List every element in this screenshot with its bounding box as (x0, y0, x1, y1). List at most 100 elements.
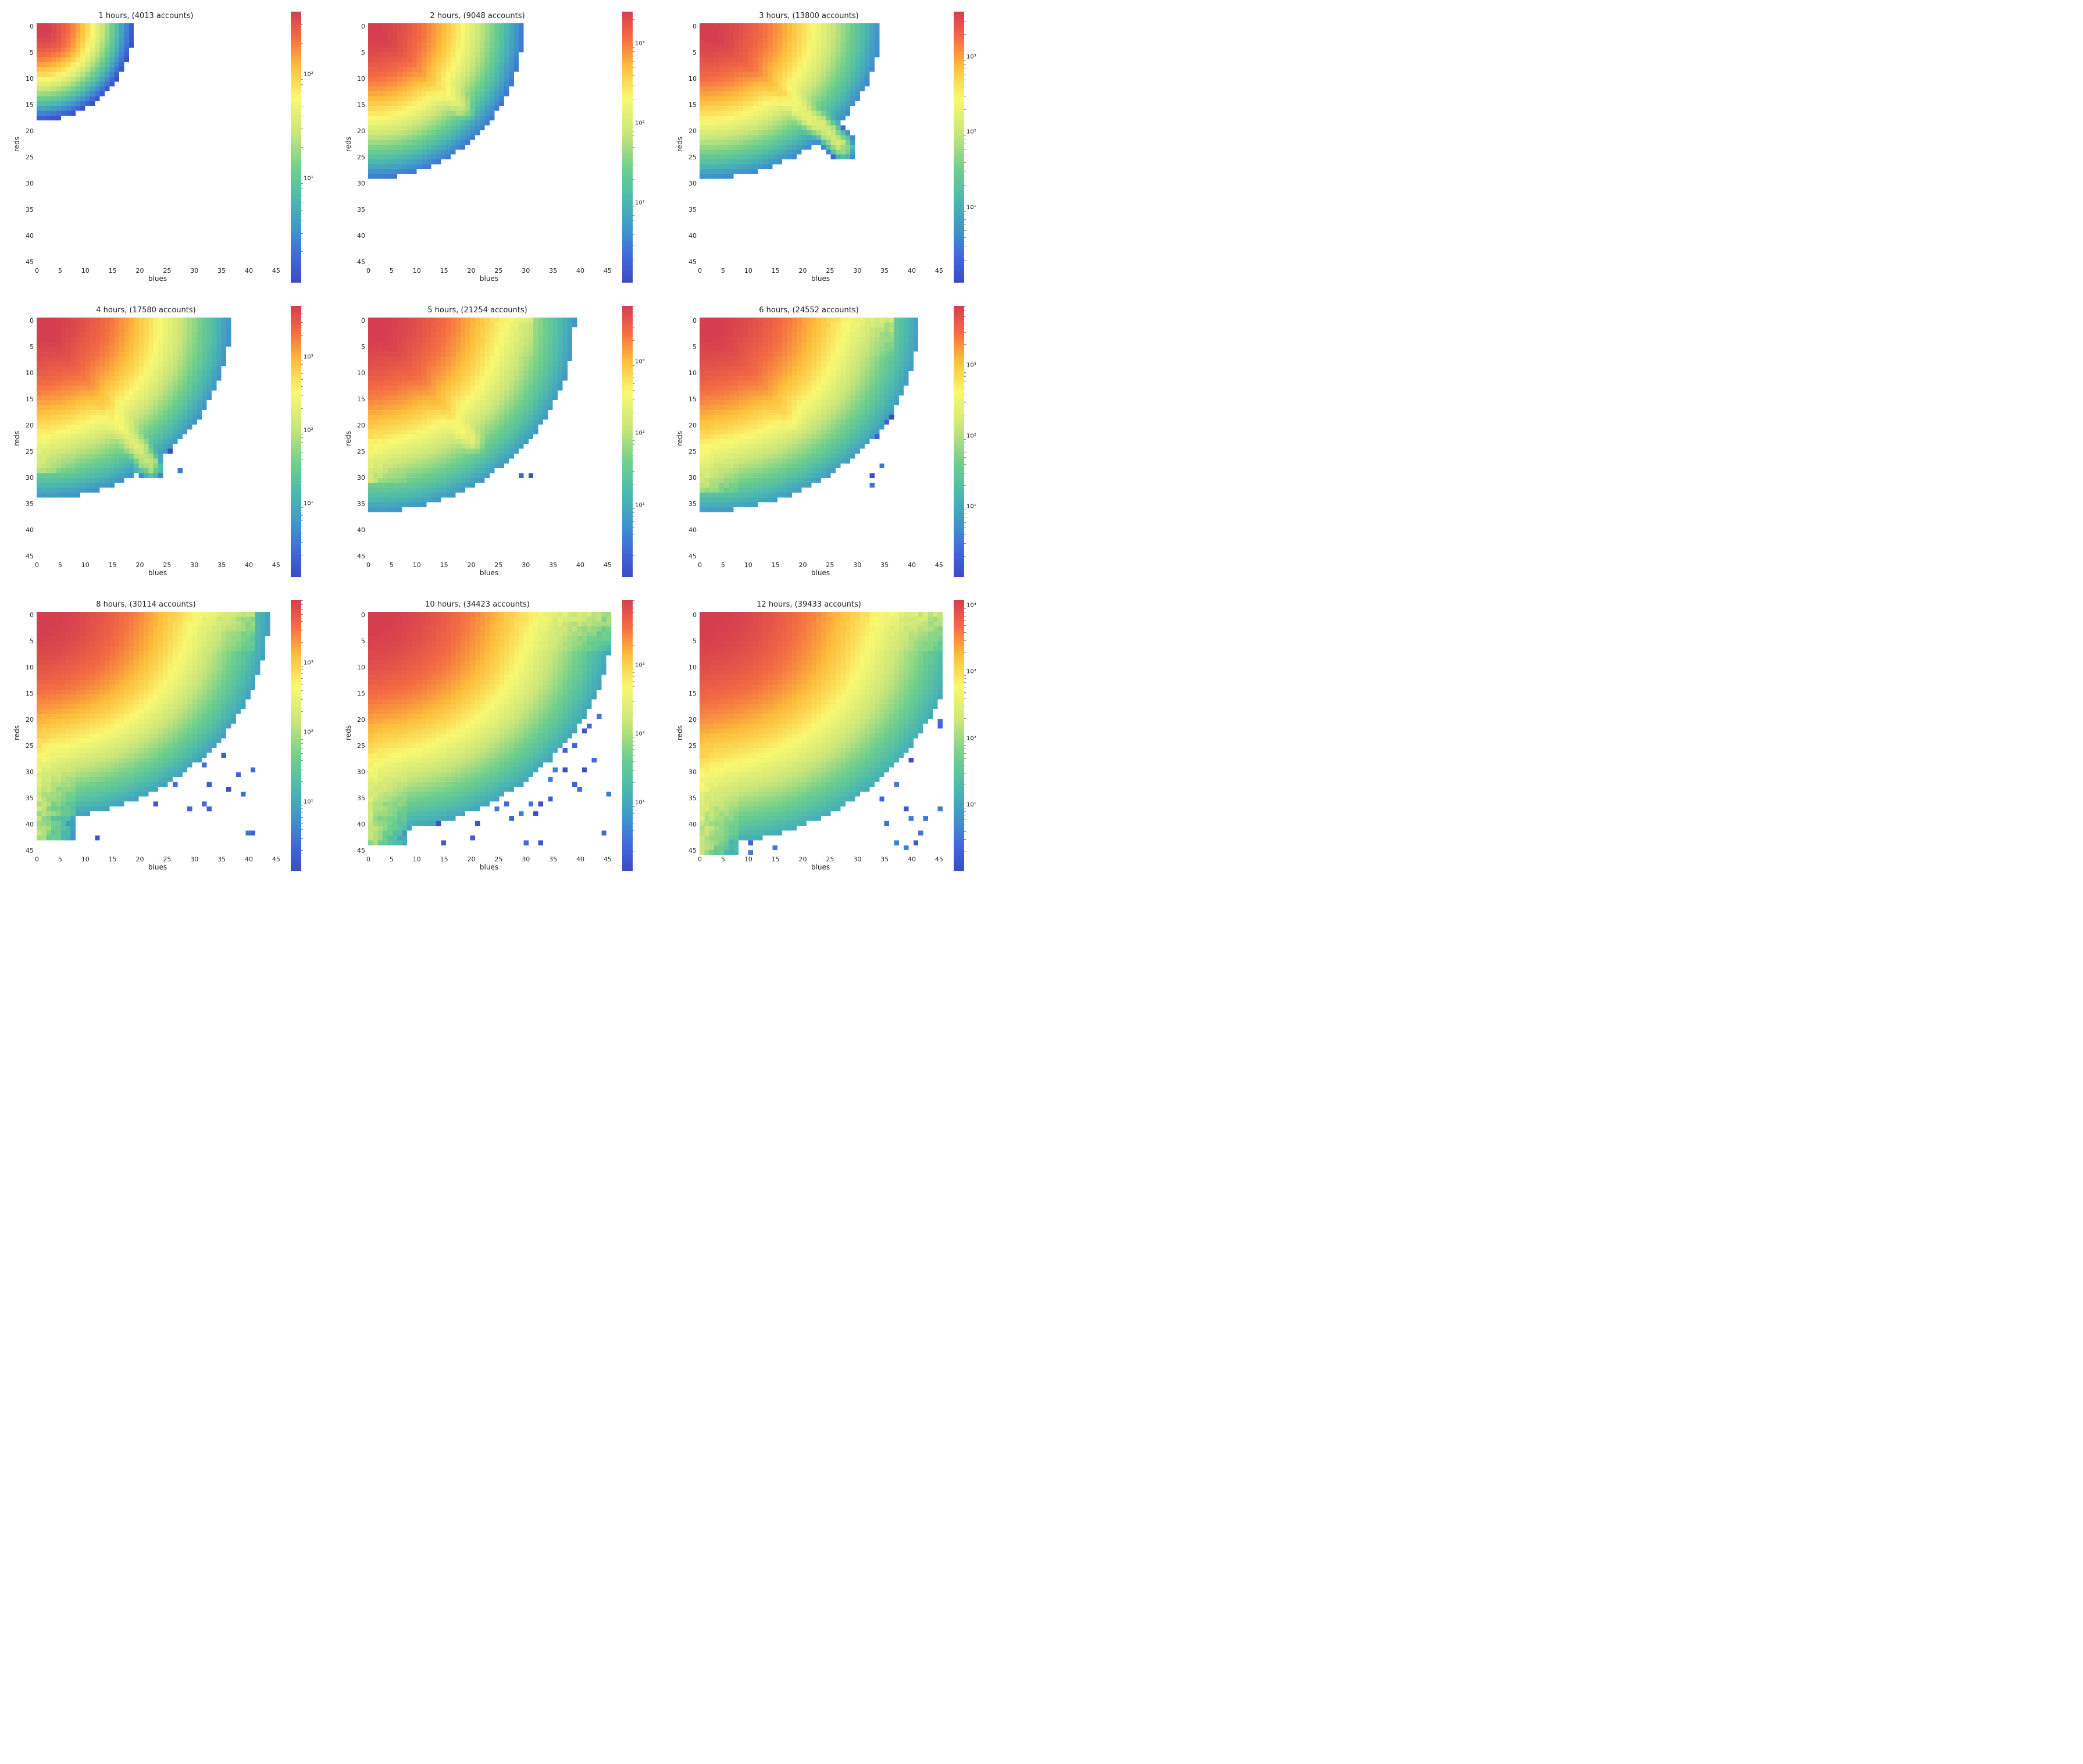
x-tick: 40 (908, 856, 916, 863)
y-tick: 10 (22, 664, 34, 671)
colorbar-ticks: 10¹10²10³ (964, 12, 989, 283)
y-tick: 20 (685, 716, 697, 724)
y-tick: 35 (685, 794, 697, 802)
y-tick: 35 (22, 794, 34, 802)
colorbar-ticks: 10¹10²10³10⁴ (964, 600, 989, 871)
x-tick: 45 (272, 856, 280, 863)
colorbar-tick: 10¹ (635, 199, 645, 206)
colorbar: 10¹10²10³ (954, 306, 989, 577)
y-tick: 5 (22, 637, 34, 645)
x-tick: 5 (721, 561, 725, 569)
colorbar-tick: 10¹ (304, 799, 313, 805)
y-tick: 0 (22, 23, 34, 30)
y-tick: 0 (685, 317, 697, 325)
x-tick: 35 (217, 267, 226, 275)
y-tick: 35 (22, 206, 34, 213)
x-tick: 20 (799, 561, 807, 569)
x-tick: 15 (440, 561, 448, 569)
heatmap-canvas (699, 611, 943, 856)
y-tick: 20 (22, 127, 34, 135)
x-tick: 25 (826, 267, 834, 275)
heatmap-canvas (36, 317, 280, 561)
panel-title: 8 hours, (30114 accounts) (12, 600, 280, 609)
x-axis-label: blues (698, 275, 943, 283)
y-tick: 5 (685, 49, 697, 56)
x-tick: 45 (935, 561, 943, 569)
y-tick: 40 (22, 232, 34, 240)
y-tick: 0 (354, 23, 365, 30)
y-tick: 15 (354, 690, 365, 697)
x-tick: 45 (604, 856, 612, 863)
colorbar-ticks: 10¹10²10³ (633, 306, 657, 577)
y-tick: 25 (22, 742, 34, 750)
x-tick: 5 (58, 561, 62, 569)
y-tick: 45 (685, 258, 697, 266)
x-tick: 25 (494, 561, 502, 569)
colorbar-tick: 10³ (304, 660, 313, 666)
y-tick: 25 (685, 448, 697, 455)
y-tick: 25 (354, 448, 365, 455)
y-tick: 25 (22, 154, 34, 161)
colorbar-gradient (954, 600, 964, 871)
y-axis-label: reds (12, 137, 22, 152)
x-tick: 0 (698, 267, 702, 275)
x-tick: 30 (522, 856, 530, 863)
x-tick: 25 (163, 856, 171, 863)
y-tick: 10 (685, 369, 697, 377)
x-tick: 30 (190, 856, 198, 863)
x-tick: 10 (81, 561, 90, 569)
x-tick: 15 (440, 856, 448, 863)
x-tick: 0 (366, 561, 370, 569)
y-tick: 0 (354, 317, 365, 325)
colorbar-tick: 10² (304, 427, 313, 434)
colorbar-tick: 10² (635, 731, 645, 737)
colorbar-tick: 10³ (635, 40, 645, 47)
y-tick: 5 (685, 343, 697, 351)
x-tick: 10 (744, 267, 752, 275)
heatmap-panel: 8 hours, (30114 accounts)reds05101520253… (12, 600, 326, 871)
colorbar-tick: 10² (966, 129, 976, 136)
x-axis-label: blues (698, 863, 943, 871)
panel-title: 3 hours, (13800 accounts) (675, 12, 943, 20)
colorbar-ticks: 10¹10²10³ (301, 600, 326, 871)
x-tick: 45 (272, 561, 280, 569)
colorbar-tick: 10¹ (635, 502, 645, 508)
x-tick: 35 (880, 267, 889, 275)
x-tick: 20 (468, 561, 476, 569)
colorbar-tick: 10¹ (966, 503, 976, 509)
y-tick: 45 (685, 553, 697, 560)
x-axis-ticks: 051015202530354045 (366, 266, 612, 275)
y-axis-label: reds (675, 431, 685, 446)
heatmap-panel: 1 hours, (4013 accounts)reds051015202530… (12, 12, 326, 283)
y-tick: 10 (685, 664, 697, 671)
y-tick: 40 (685, 232, 697, 240)
x-tick: 5 (390, 561, 394, 569)
y-axis-ticks: 051015202530354045 (685, 317, 699, 560)
x-axis-label: blues (366, 275, 612, 283)
x-tick: 25 (494, 267, 502, 275)
x-tick: 20 (136, 561, 144, 569)
colorbar-tick: 10⁴ (966, 603, 976, 609)
x-tick: 35 (880, 561, 889, 569)
colorbar-gradient (291, 600, 301, 871)
x-tick: 45 (935, 856, 943, 863)
y-tick: 30 (354, 180, 365, 187)
x-tick: 40 (908, 267, 916, 275)
y-tick: 10 (354, 369, 365, 377)
colorbar-tick: 10³ (966, 362, 976, 369)
colorbar-tick: 10¹ (304, 175, 313, 181)
x-axis-label: blues (35, 863, 280, 871)
colorbar: 10¹10²10³ (954, 12, 989, 283)
y-tick: 0 (354, 611, 365, 619)
heatmap-canvas (36, 23, 280, 267)
panel-title: 1 hours, (4013 accounts) (12, 12, 280, 20)
y-axis-label: reds (675, 725, 685, 740)
y-tick: 35 (685, 500, 697, 508)
y-tick: 10 (354, 75, 365, 83)
x-tick: 30 (190, 561, 198, 569)
y-tick: 30 (22, 474, 34, 482)
y-tick: 10 (354, 664, 365, 671)
y-tick: 20 (354, 127, 365, 135)
x-tick: 20 (136, 267, 144, 275)
colorbar: 10¹10²10³ (622, 306, 657, 577)
